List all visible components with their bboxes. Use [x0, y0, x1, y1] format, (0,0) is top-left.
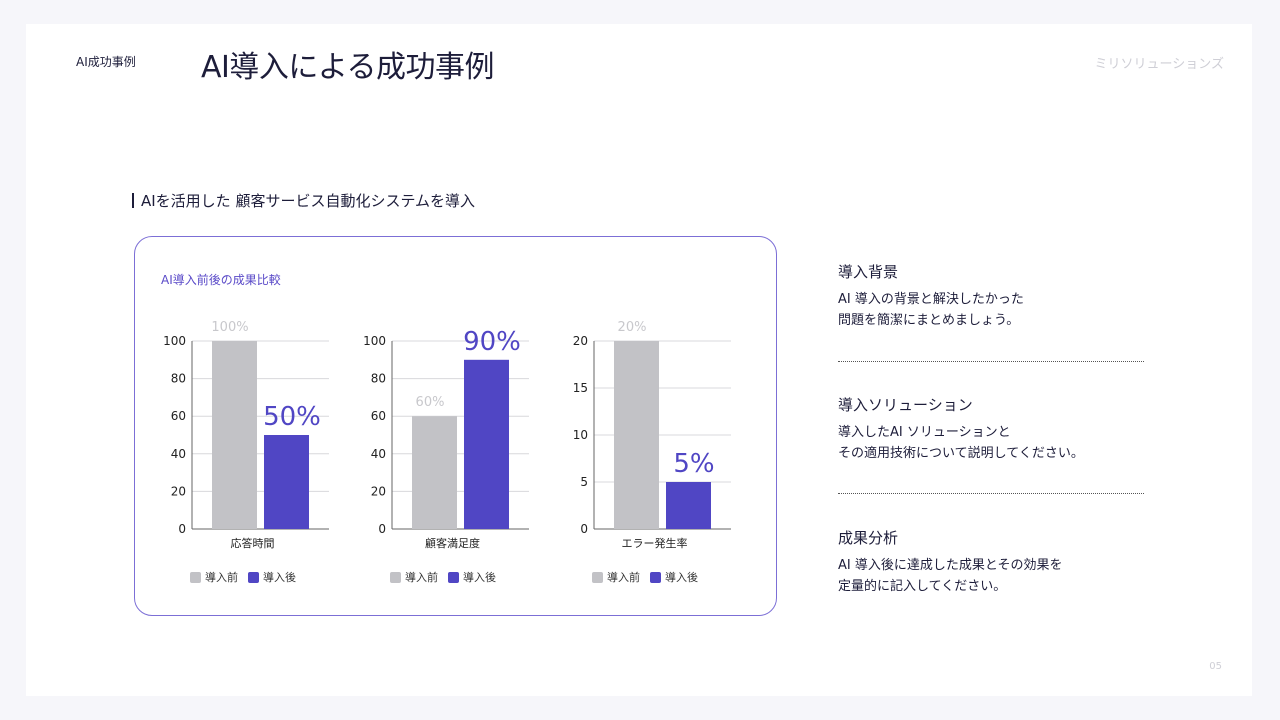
chart-card: [134, 236, 777, 616]
body-line: AI 導入の背景と解決したかった: [838, 292, 1024, 307]
legend-label: 導入後: [263, 570, 296, 584]
y-tick-label: 60: [371, 409, 386, 423]
body-line: AI 導入後に達成した成果とその効果を: [838, 558, 1063, 573]
y-tick-label: 0: [580, 522, 588, 536]
bar-before: [212, 341, 257, 529]
section-title-background: 導入背景: [838, 263, 899, 281]
divider: [838, 361, 1144, 362]
y-tick-label: 60: [171, 409, 186, 423]
section-body-solution: 導入したAI ソリューションとその適用技術について説明してください。: [838, 422, 1084, 464]
x-category-label: 顧客満足度: [425, 536, 480, 550]
x-category-label: エラー発生率: [622, 536, 688, 550]
divider: [838, 493, 1144, 494]
section-title-results: 成果分析: [838, 529, 899, 547]
y-tick-label: 20: [371, 484, 386, 498]
bar-before: [614, 341, 659, 529]
page-number: 05: [1209, 661, 1222, 672]
legend-label: 導入前: [405, 570, 438, 584]
legend-label: 導入前: [607, 570, 640, 584]
bar-after: [666, 482, 711, 529]
body-line: 定量的に記入してください。: [838, 579, 1007, 594]
data-label-before: 100%: [211, 320, 248, 335]
section-body-background: AI 導入の背景と解決したかった 問題を簡潔にまとめましょう。: [838, 289, 1024, 331]
section-title-solution: 導入ソリューション: [838, 396, 973, 414]
y-tick-label: 5: [580, 475, 588, 489]
y-tick-label: 40: [171, 447, 186, 461]
legend-swatch: [650, 572, 661, 583]
y-tick-label: 0: [378, 522, 386, 536]
y-tick-label: 10: [573, 428, 588, 442]
x-category-label: 応答時間: [231, 536, 275, 550]
subtitle-text: AIを活用した 顧客サービス自動化システムを導入: [141, 192, 476, 210]
body-line: その適用技術について説明してください。: [838, 446, 1084, 461]
section-body-results: AI 導入後に達成した成果とその効果を 定量的に記入してください。: [838, 555, 1062, 597]
chart-card-title: AI導入前後の成果比較: [161, 273, 281, 287]
y-tick-label: 80: [171, 372, 186, 386]
y-tick-label: 15: [573, 381, 588, 395]
legend-swatch: [592, 572, 603, 583]
data-label-before: 20%: [618, 320, 647, 335]
body-line: 導入したAI ソリューションと: [838, 425, 1011, 440]
y-tick-label: 20: [171, 484, 186, 498]
y-tick-label: 100: [363, 334, 386, 348]
y-tick-label: 0: [178, 522, 186, 536]
y-tick-label: 80: [371, 372, 386, 386]
page-title: AI導入による成功事例: [201, 50, 494, 85]
bar-after: [464, 359, 509, 529]
y-tick-label: 20: [573, 334, 588, 348]
legend-swatch: [248, 572, 259, 583]
bar-after: [264, 435, 309, 529]
subtitle: AIを活用した 顧客サービス自動化システムを導入: [132, 190, 475, 211]
body-line: 問題を簡潔にまとめましょう。: [838, 313, 1020, 328]
section-tag: AI成功事例: [76, 55, 136, 69]
y-tick-label: 100: [163, 334, 186, 348]
legend-label: 導入前: [205, 570, 238, 584]
legend-label: 導入後: [463, 570, 496, 584]
subtitle-bar: [132, 193, 134, 208]
bar-before: [412, 416, 457, 529]
legend-swatch: [448, 572, 459, 583]
y-tick-label: 40: [371, 447, 386, 461]
data-label-after: 5%: [673, 449, 714, 479]
legend-swatch: [390, 572, 401, 583]
legend-label: 導入後: [665, 570, 698, 584]
data-label-after: 50%: [263, 402, 321, 432]
data-label-before: 60%: [416, 395, 445, 410]
brand-name: ミリソリューションズ: [1094, 57, 1224, 72]
legend-swatch: [190, 572, 201, 583]
data-label-after: 90%: [463, 327, 521, 357]
